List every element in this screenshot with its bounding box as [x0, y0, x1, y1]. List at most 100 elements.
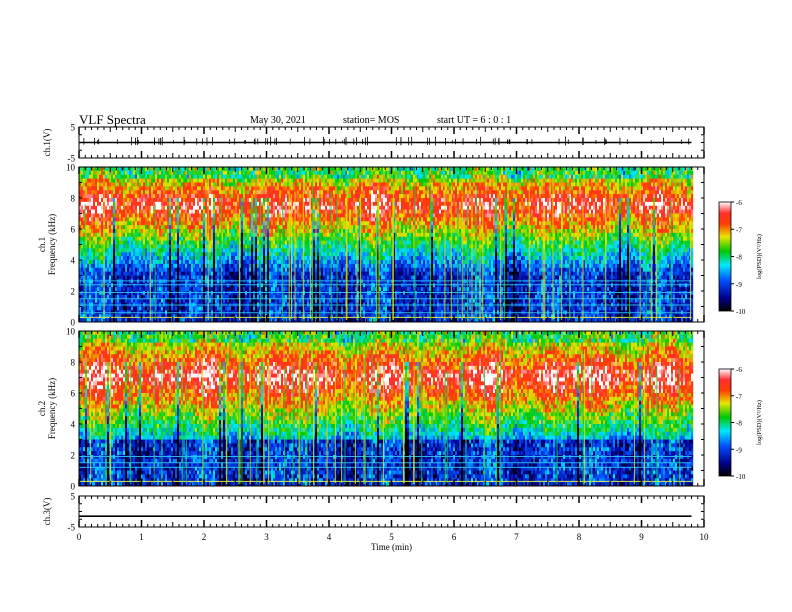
spec1-cell — [101, 186, 103, 190]
spec1-cell — [167, 299, 169, 303]
spec1-cell — [159, 190, 161, 194]
spec1-cell — [163, 221, 165, 225]
spec1-cell — [223, 221, 225, 225]
spec1-cell — [297, 272, 299, 276]
spec1-cell — [115, 314, 117, 318]
spec1-cell — [219, 167, 221, 171]
spec1-cell — [143, 314, 145, 318]
spec1-cell — [99, 190, 101, 194]
spec1-cell — [93, 279, 95, 283]
spec1-cell — [123, 287, 125, 291]
spec1-cell — [227, 241, 229, 245]
spec1-cell — [291, 179, 293, 183]
spec1-cell — [89, 299, 91, 303]
spec1-cell — [137, 264, 139, 268]
spec1-cell — [83, 198, 85, 202]
spec1-cell — [99, 287, 101, 291]
spec1-cell — [91, 299, 93, 303]
spec1-cell — [117, 287, 119, 291]
spec1-cell — [91, 256, 93, 260]
spec1-cell — [233, 256, 235, 260]
spec1-cell — [247, 252, 249, 256]
spec1-cell — [297, 307, 299, 311]
spec1-cell — [285, 183, 287, 187]
spec1-cell — [219, 276, 221, 280]
spec1-cell — [267, 202, 269, 206]
spec1-cell — [87, 206, 89, 210]
spec1-cell — [199, 202, 201, 206]
spec1-cell — [199, 214, 201, 218]
spec1-cell — [163, 210, 165, 214]
spec1-cell — [215, 276, 217, 280]
spec1-cell — [119, 210, 121, 214]
spec1-cell — [237, 283, 239, 287]
spec1-cell — [111, 248, 113, 252]
spec1-cell — [213, 283, 215, 287]
spec1-cell — [185, 179, 187, 183]
spec1-cell — [95, 283, 97, 287]
spec1-cell — [179, 268, 181, 272]
spec1-cell — [195, 221, 197, 225]
spec1-cell — [147, 217, 149, 221]
spec1-cell — [217, 210, 219, 214]
spec1-cell — [109, 272, 111, 276]
spec1-cell — [265, 283, 267, 287]
spec1-cell — [193, 175, 195, 179]
spec1-cell — [97, 179, 99, 183]
spec1-cell — [261, 291, 263, 295]
spec1-cell — [183, 198, 185, 202]
spec1-cell — [111, 190, 113, 194]
spec1-cell — [159, 260, 161, 264]
spec1-cell — [171, 237, 173, 241]
spec1-cell — [179, 186, 181, 190]
spec1-cell — [87, 245, 89, 249]
spec1-cell — [257, 252, 259, 256]
spec1-cell — [101, 167, 103, 171]
spec1-cell — [231, 167, 233, 171]
spec1-cell — [199, 221, 201, 225]
spec1-cell — [129, 214, 131, 218]
spec1-cell — [117, 233, 119, 237]
spec1-cell — [203, 225, 205, 229]
spec1-cell — [153, 186, 155, 190]
spec1-cell — [81, 198, 83, 202]
spec1-cell — [235, 272, 237, 276]
spec1-cell — [141, 221, 143, 225]
spec1-cell — [229, 248, 231, 252]
spec1-cell — [93, 214, 95, 218]
spec1-cell — [115, 283, 117, 287]
spec1-cell — [215, 229, 217, 233]
spec1-cell — [213, 291, 215, 295]
spec1-cell — [91, 252, 93, 256]
spec1-cell — [183, 206, 185, 210]
spec1-cell — [185, 183, 187, 187]
spec1-cell — [293, 183, 295, 187]
spec1-cell — [275, 194, 277, 198]
spec1-cell — [191, 276, 193, 280]
spec1-cell — [185, 190, 187, 194]
spec1-cell — [285, 272, 287, 276]
spec1-cell — [95, 237, 97, 241]
spec1-cell — [195, 256, 197, 260]
spec1-cell — [151, 183, 153, 187]
spec1-cell — [219, 225, 221, 229]
spec1-cell — [279, 186, 281, 190]
spec1-cell — [157, 252, 159, 256]
spec1-cell — [147, 183, 149, 187]
spec1-cell — [91, 210, 93, 214]
spec1-cell — [209, 241, 211, 245]
spec1-cell — [169, 307, 171, 311]
spec1-cell — [251, 314, 253, 318]
spec1-cell — [279, 190, 281, 194]
spec1-cell — [229, 194, 231, 198]
spec1-cell — [81, 307, 83, 311]
spec1-cell — [243, 256, 245, 260]
spec1-cell — [95, 241, 97, 245]
spec1-cell — [283, 260, 285, 264]
spec1-cell — [87, 221, 89, 225]
spec1-cell — [233, 260, 235, 264]
spec1-cell — [91, 214, 93, 218]
spec1-cell — [183, 225, 185, 229]
spec1-cell — [151, 245, 153, 249]
spec1-cell — [129, 299, 131, 303]
